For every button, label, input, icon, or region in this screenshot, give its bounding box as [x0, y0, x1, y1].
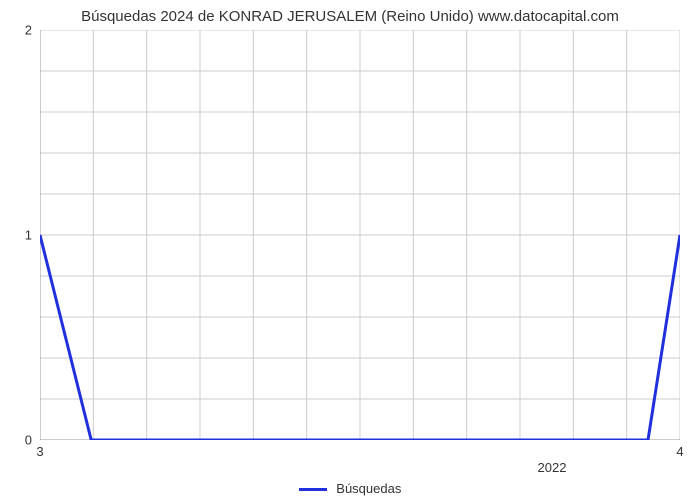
y-tick-label: 1 — [25, 228, 32, 243]
plot-area — [40, 30, 680, 440]
x-tick-label: 3 — [36, 444, 43, 459]
y-tick-label: 0 — [25, 433, 32, 448]
x-secondary-label: 2022 — [538, 460, 567, 475]
chart-svg — [40, 30, 680, 440]
x-tick-label: 4 — [676, 444, 683, 459]
legend-line-icon — [299, 488, 327, 491]
legend-label: Búsquedas — [336, 481, 401, 496]
chart-container: Búsquedas 2024 de KONRAD JERUSALEM (Rein… — [0, 0, 700, 500]
y-tick-label: 2 — [25, 23, 32, 38]
legend: Búsquedas — [0, 481, 700, 496]
chart-title: Búsquedas 2024 de KONRAD JERUSALEM (Rein… — [0, 8, 700, 25]
